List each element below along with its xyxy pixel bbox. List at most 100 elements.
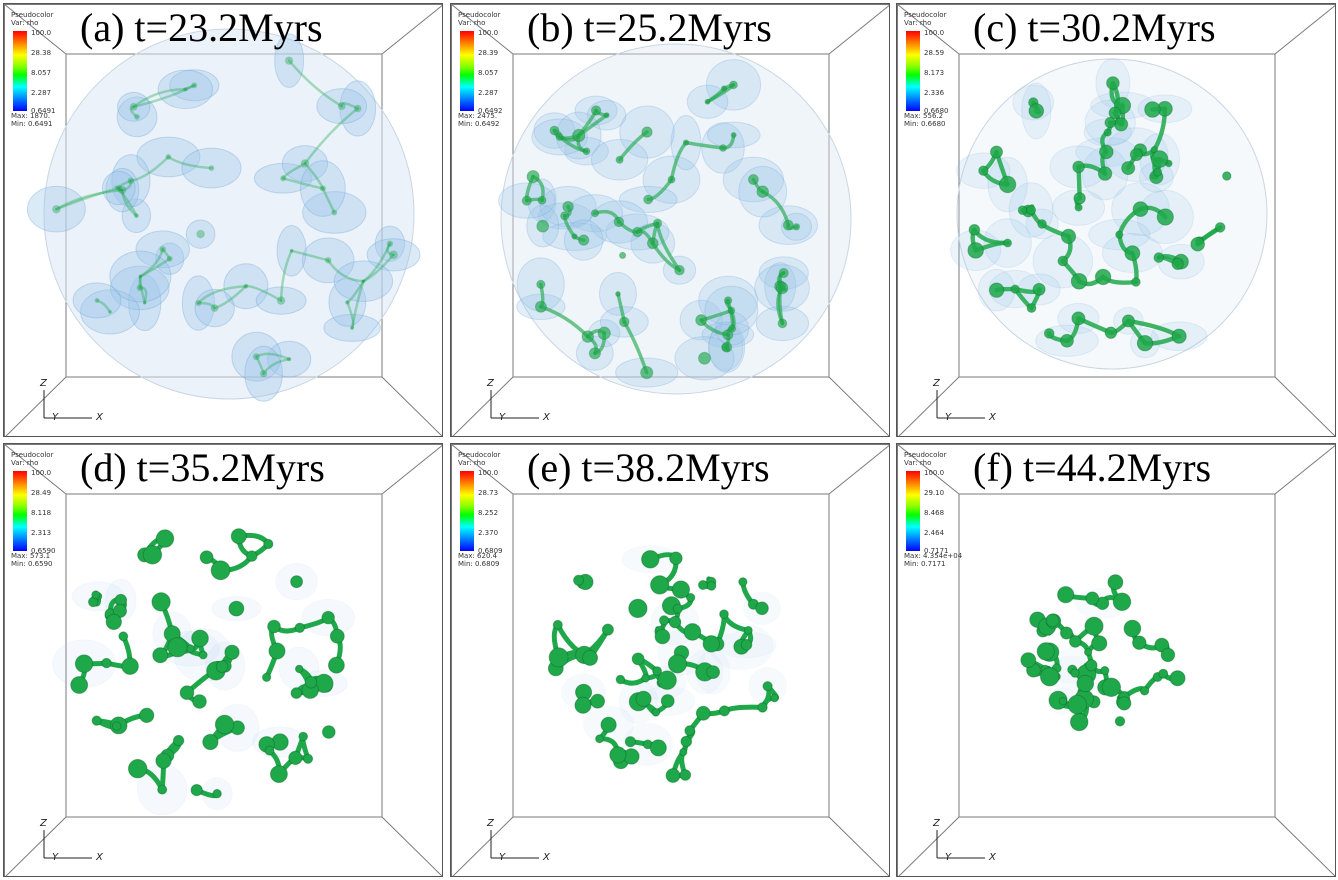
axis-label-y: Y: [945, 412, 952, 423]
legend-tick: 0.7171: [924, 547, 949, 555]
legend-min: Min: 0.6809: [458, 560, 500, 568]
legend-min: Min: 0.7171: [904, 560, 946, 568]
legend-tick: 28.49: [31, 489, 52, 497]
legend-header: Pseudocolor Var: rho: [11, 11, 54, 27]
axis-label-z: Z: [40, 378, 47, 389]
density-knots: [521, 80, 801, 380]
legend-tick: 8.468: [924, 509, 945, 517]
axis-label-x: X: [543, 412, 550, 423]
legend-tick: 28.73: [478, 489, 499, 497]
axes-triad: Z Y X: [479, 378, 559, 428]
render-scene: [4, 4, 442, 436]
bounding-box: [451, 4, 889, 436]
legend-header: Pseudocolor Var: rho: [904, 11, 947, 27]
axes-lines: [936, 830, 985, 859]
legend-min: Min: 0.6492: [458, 120, 500, 128]
panel-a: (a) t=23.2Myrs Pseudocolor Var: rho 100.…: [3, 3, 443, 437]
legend-tick: 0.6491: [31, 107, 56, 115]
color-legend: Pseudocolor Var: rho 100.0 28.49 8.118 2…: [11, 451, 71, 568]
legend-tick: 100.0: [478, 29, 499, 37]
color-scale-bar: [13, 471, 27, 551]
density-knots: [51, 56, 399, 378]
legend-tick: 8.057: [478, 69, 499, 77]
axis-label-z: Z: [933, 378, 940, 389]
color-legend: Pseudocolor Var: rho 100.0 28.73 8.252 2…: [458, 451, 518, 568]
legend-tick: 100.0: [31, 29, 52, 37]
legend-tick: 0.6809: [478, 547, 503, 555]
axis-label-y: Y: [499, 852, 506, 863]
legend-header: Pseudocolor Var: rho: [904, 451, 947, 467]
axes-lines: [490, 830, 539, 859]
bounding-box: [4, 444, 442, 876]
legend-tick: 28.39: [478, 49, 499, 57]
axes-triad: Z Y X: [925, 378, 1005, 428]
legend-tick: 2.287: [31, 89, 52, 97]
legend-tick: 100.0: [924, 469, 945, 477]
legend-header: Pseudocolor Var: rho: [458, 11, 501, 27]
density-knots: [70, 528, 345, 799]
axes-lines: [43, 830, 92, 859]
color-scale-bar: [906, 471, 920, 551]
panel-title: (b) t=25.2Myrs: [527, 5, 772, 50]
axis-label-z: Z: [933, 818, 940, 829]
color-legend: Pseudocolor Var: rho 100.0 28.39 8.057 2…: [458, 11, 518, 128]
color-legend: Pseudocolor Var: rho 100.0 28.38 8.057 2…: [11, 11, 71, 128]
density-knots: [1020, 574, 1186, 732]
legend-tick: 2.370: [478, 529, 499, 537]
legend-tick: 2.464: [924, 529, 945, 537]
haze-sphere: [43, 28, 415, 400]
axes-lines: [490, 390, 539, 419]
render-scene: [451, 444, 889, 876]
bounding-box: [897, 444, 1335, 876]
legend-tick: 2.287: [478, 89, 499, 97]
density-knots: [967, 76, 1232, 352]
panel-title: (c) t=30.2Myrs: [973, 5, 1216, 50]
axis-label-y: Y: [499, 412, 506, 423]
bounding-box: [897, 4, 1335, 436]
legend-tick: 0.6590: [31, 547, 56, 555]
legend-tick: 100.0: [31, 469, 52, 477]
legend-header: Pseudocolor Var: rho: [458, 451, 501, 467]
legend-tick: 2.313: [31, 529, 52, 537]
color-scale-bar: [906, 31, 920, 111]
axis-label-x: X: [543, 852, 550, 863]
panel-title: (f) t=44.2Myrs: [973, 445, 1212, 490]
color-scale-bar: [460, 471, 474, 551]
axes-triad: Z Y X: [925, 818, 1005, 868]
axis-label-x: X: [96, 852, 103, 863]
axis-label-x: X: [96, 412, 103, 423]
legend-tick: 8.173: [924, 69, 945, 77]
axis-label-z: Z: [40, 818, 47, 829]
panel-d: (d) t=35.2Myrs Pseudocolor Var: rho 100.…: [3, 443, 443, 877]
panel-f: (f) t=44.2Myrs Pseudocolor Var: rho 100.…: [896, 443, 1336, 877]
panel-c: (c) t=30.2Myrs Pseudocolor Var: rho 100.…: [896, 3, 1336, 437]
panel-title: (a) t=23.2Myrs: [80, 5, 323, 50]
axis-label-x: X: [989, 852, 996, 863]
axes-lines: [936, 390, 985, 419]
legend-tick: 0.6680: [924, 107, 949, 115]
density-knots: [547, 550, 779, 783]
legend-min: Min: 0.6590: [11, 560, 53, 568]
legend-tick: 8.252: [478, 509, 499, 517]
axis-label-y: Y: [945, 852, 952, 863]
axes-triad: Z Y X: [32, 378, 112, 428]
haze-sphere: [500, 43, 852, 395]
legend-tick: 28.38: [31, 49, 52, 57]
legend-min: Min: 0.6680: [904, 120, 946, 128]
axes-lines: [43, 390, 92, 419]
legend-tick: 8.057: [31, 69, 52, 77]
panel-e: (e) t=38.2Myrs Pseudocolor Var: rho 100.…: [450, 443, 890, 877]
axis-label-z: Z: [487, 818, 494, 829]
legend-header: Pseudocolor Var: rho: [11, 451, 54, 467]
legend-max: Max: 2475.: [458, 112, 498, 120]
legend-max: Max: 1870.: [11, 112, 51, 120]
panel-title: (e) t=38.2Myrs: [527, 445, 770, 490]
legend-min: Min: 0.6491: [11, 120, 53, 128]
legend-max: Max: 573.1: [11, 552, 51, 560]
legend-tick: 29.10: [924, 489, 945, 497]
filaments: [55, 59, 395, 375]
legend-tick: 2.336: [924, 89, 945, 97]
legend-max: Max: 620.4: [458, 552, 498, 560]
render-scene: [451, 4, 889, 436]
